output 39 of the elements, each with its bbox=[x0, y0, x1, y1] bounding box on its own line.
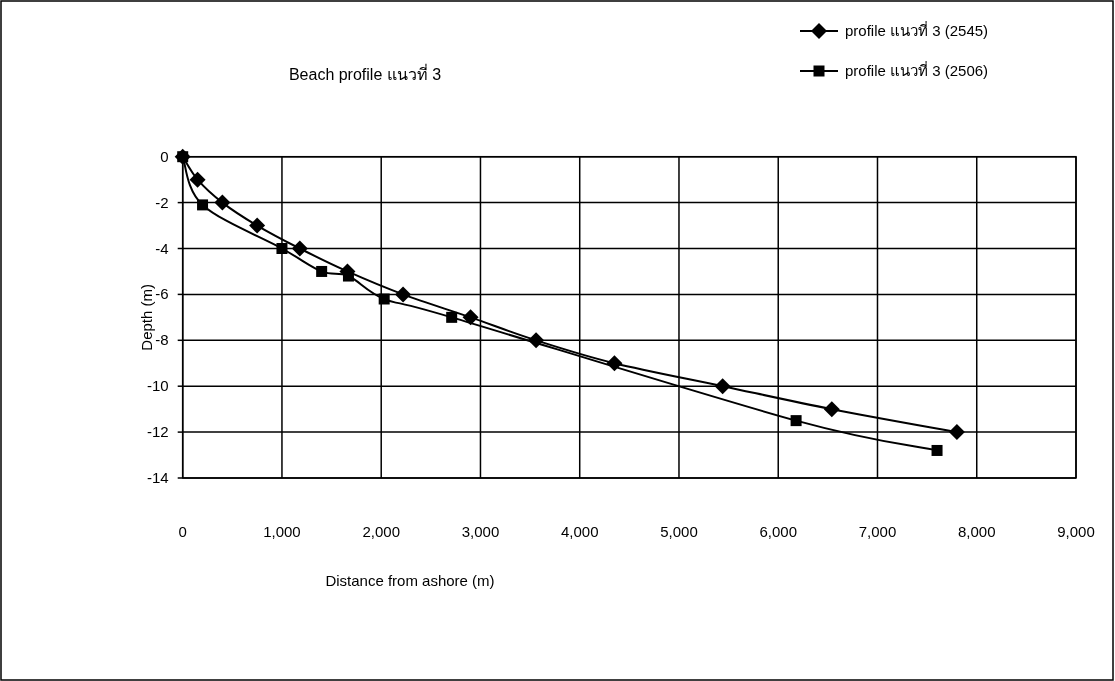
point bbox=[316, 265, 328, 277]
point bbox=[395, 286, 412, 303]
y-axis-title: Depth (m) bbox=[138, 284, 155, 351]
x-axis-title: Distance from ashore (m) bbox=[325, 572, 495, 589]
point bbox=[462, 309, 479, 326]
point bbox=[714, 378, 731, 395]
x-tick-label: 5,000 bbox=[660, 523, 698, 540]
legend-label: profile แนวที่ 3 (2506) bbox=[845, 60, 989, 79]
y-tick-label: -10 bbox=[147, 377, 169, 395]
x-tick-label: 9,000 bbox=[1057, 523, 1095, 540]
y-tick-label: -4 bbox=[155, 239, 169, 257]
x-tick-label: 1,000 bbox=[263, 523, 301, 540]
x-tick-label: 7,000 bbox=[858, 523, 897, 540]
legend-label: profile แนวที่ 3 (2545) bbox=[845, 20, 989, 39]
x-tick-label: 6,000 bbox=[759, 523, 798, 540]
x-tick-label: 4,000 bbox=[560, 523, 599, 540]
point bbox=[948, 424, 965, 441]
x-tick-label: 3,000 bbox=[461, 523, 500, 540]
x-tick-label: 8,000 bbox=[957, 523, 996, 540]
chart-title: Beach profile แนวที่ 3 bbox=[288, 63, 442, 83]
point bbox=[378, 293, 390, 305]
point bbox=[291, 240, 308, 257]
point bbox=[189, 171, 206, 188]
y-tick-label: -14 bbox=[147, 469, 169, 486]
x-tick-label: 2,000 bbox=[362, 523, 400, 540]
point bbox=[249, 217, 266, 234]
y-tick-label: -8 bbox=[155, 331, 169, 349]
point bbox=[197, 199, 209, 211]
y-tick-label: -6 bbox=[155, 285, 169, 303]
point bbox=[276, 243, 288, 254]
y-tick-label: 0 bbox=[160, 147, 169, 165]
y-tick-label: -12 bbox=[147, 423, 169, 441]
x-tick-label: 0 bbox=[178, 523, 187, 540]
point bbox=[790, 415, 802, 427]
point bbox=[931, 444, 943, 456]
y-tick-label: -2 bbox=[155, 193, 169, 211]
point bbox=[446, 311, 458, 323]
point bbox=[214, 194, 231, 211]
point bbox=[823, 401, 840, 418]
